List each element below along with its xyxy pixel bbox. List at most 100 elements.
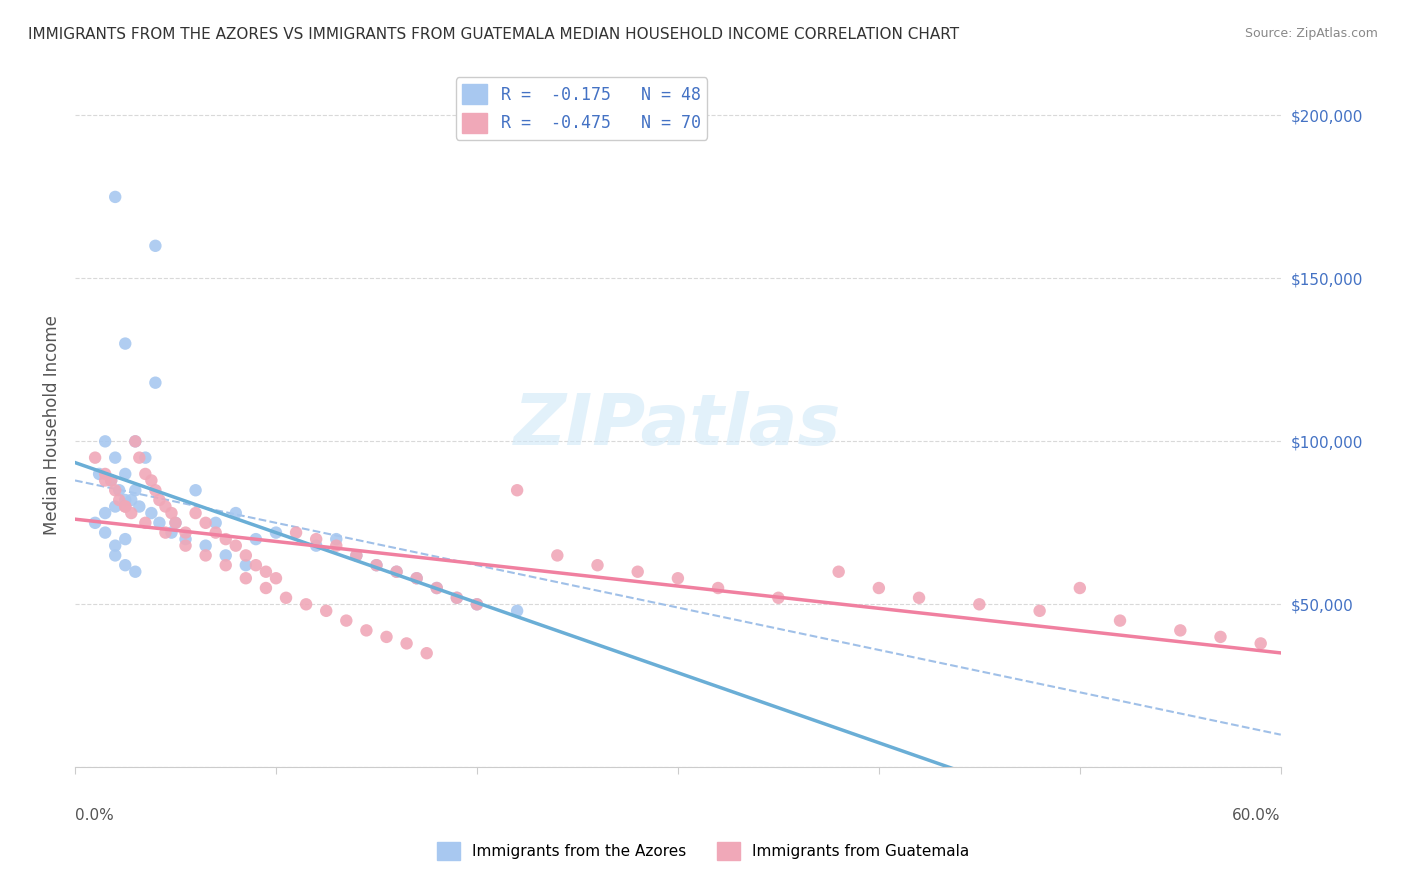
Point [1109, 614, 1132, 628]
Point [627, 565, 650, 579]
Point [264, 571, 287, 585]
Point [274, 591, 297, 605]
Point [114, 336, 136, 351]
Point [1028, 604, 1050, 618]
Point [506, 483, 529, 498]
Point [446, 591, 468, 605]
Text: Source: ZipAtlas.com: Source: ZipAtlas.com [1244, 27, 1378, 40]
Point [215, 549, 238, 563]
Point [215, 532, 238, 546]
Point [254, 581, 277, 595]
Point [285, 525, 308, 540]
Point [1168, 624, 1191, 638]
Point [254, 565, 277, 579]
Point [395, 636, 418, 650]
Point [94, 474, 117, 488]
Point [174, 532, 197, 546]
Point [465, 597, 488, 611]
Legend: Immigrants from the Azores, Immigrants from Guatemala: Immigrants from the Azores, Immigrants f… [430, 836, 976, 866]
Point [335, 614, 357, 628]
Point [114, 500, 136, 514]
Point [405, 571, 427, 585]
Point [1250, 636, 1272, 650]
Point [104, 500, 127, 514]
Text: IMMIGRANTS FROM THE AZORES VS IMMIGRANTS FROM GUATEMALA MEDIAN HOUSEHOLD INCOME : IMMIGRANTS FROM THE AZORES VS IMMIGRANTS… [28, 27, 959, 42]
Point [114, 500, 136, 514]
Point [344, 549, 367, 563]
Point [707, 581, 730, 595]
Point [155, 525, 177, 540]
Point [165, 516, 187, 530]
Point [104, 549, 127, 563]
Point [155, 500, 177, 514]
Point [114, 558, 136, 573]
Point [1069, 581, 1091, 595]
Point [325, 532, 347, 546]
Point [245, 558, 267, 573]
Point [305, 532, 328, 546]
Point [235, 571, 257, 585]
Point [160, 525, 183, 540]
Point [385, 565, 408, 579]
Point [84, 450, 107, 465]
Point [375, 630, 398, 644]
Point [165, 516, 187, 530]
Point [315, 604, 337, 618]
Point [344, 549, 367, 563]
Point [174, 539, 197, 553]
Point [225, 506, 247, 520]
Point [356, 624, 378, 638]
Point [235, 549, 257, 563]
Point [108, 483, 131, 498]
Point [160, 506, 183, 520]
Point [245, 532, 267, 546]
Point [1209, 630, 1232, 644]
Point [415, 646, 437, 660]
Point [145, 483, 167, 498]
Point [120, 493, 142, 508]
Point [114, 493, 136, 508]
Point [204, 525, 226, 540]
Point [366, 558, 388, 573]
Point [94, 434, 117, 449]
Point [148, 516, 170, 530]
Point [124, 483, 146, 498]
Point [295, 597, 318, 611]
Point [94, 525, 117, 540]
Point [108, 493, 131, 508]
Point [124, 434, 146, 449]
Point [385, 565, 408, 579]
Point [89, 467, 111, 481]
Point [235, 558, 257, 573]
Point [768, 591, 790, 605]
Point [426, 581, 449, 595]
Text: 0.0%: 0.0% [75, 808, 114, 823]
Point [104, 483, 127, 498]
Point [114, 467, 136, 481]
Point [134, 450, 156, 465]
Point [134, 467, 156, 481]
Point [128, 500, 150, 514]
Point [124, 434, 146, 449]
Point [426, 581, 449, 595]
Point [184, 506, 207, 520]
Point [446, 591, 468, 605]
Point [128, 450, 150, 465]
Point [586, 558, 609, 573]
Point [104, 539, 127, 553]
Point [184, 483, 207, 498]
Point [204, 516, 226, 530]
Point [124, 565, 146, 579]
Point [145, 376, 167, 390]
Point [225, 539, 247, 553]
Point [264, 525, 287, 540]
Point [100, 474, 122, 488]
Point [305, 539, 328, 553]
Point [120, 506, 142, 520]
Point [194, 516, 217, 530]
Y-axis label: Median Household Income: Median Household Income [44, 315, 60, 535]
Point [194, 539, 217, 553]
Point [666, 571, 689, 585]
Legend: R =  -0.175   N = 48, R =  -0.475   N = 70: R = -0.175 N = 48, R = -0.475 N = 70 [456, 78, 707, 140]
Point [145, 239, 167, 253]
